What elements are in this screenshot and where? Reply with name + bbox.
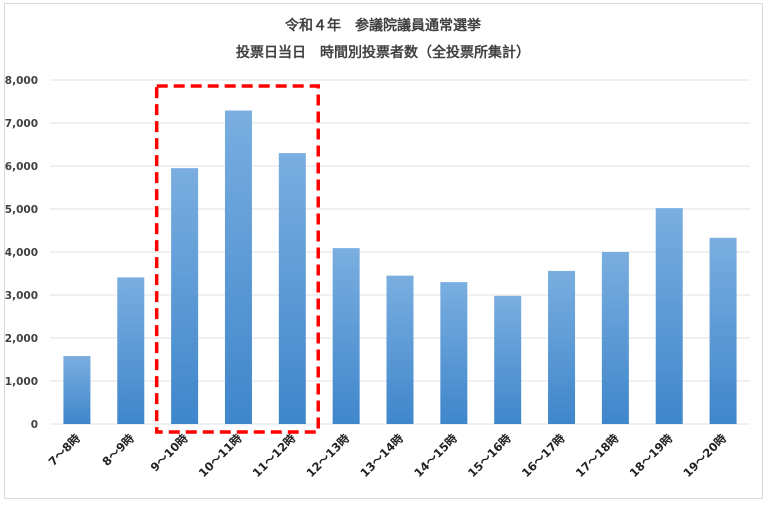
x-axis-labels: 7～8時 8～9時 9～10時 10～11時 11～12時 12～13時 13～14時 14～… — [46, 431, 730, 480]
y-tick-label: 5,000 — [5, 204, 38, 216]
bar — [548, 270, 576, 424]
bar — [224, 110, 252, 424]
x-tick-label: 10～11時 — [196, 431, 245, 480]
y-tick-label: 4,000 — [5, 247, 38, 259]
highlight-box — [154, 84, 320, 434]
chart-title: 令和４年 参議院議員通常選挙 — [284, 17, 482, 34]
x-tick-label: 17～18時 — [573, 431, 622, 480]
x-tick-label: 16～17時 — [519, 431, 568, 480]
bar — [601, 252, 629, 424]
x-tick-label: 19～20時 — [680, 431, 729, 480]
bar — [709, 237, 737, 424]
bar — [117, 277, 145, 424]
bar — [332, 248, 360, 424]
y-tick-label: 3,000 — [5, 290, 38, 302]
y-tick-label: 8,000 — [5, 75, 38, 87]
bar — [494, 295, 522, 424]
y-axis-ticks: 0 1,000 2,000 3,000 4,000 5,000 6,000 7,000 8,00… — [5, 75, 38, 431]
x-tick-label: 15～16時 — [465, 431, 514, 480]
bars — [63, 110, 737, 424]
x-tick-label: 13～14時 — [357, 431, 406, 480]
gridlines — [50, 79, 750, 425]
y-tick-label: 2,000 — [5, 333, 38, 345]
x-tick-label: 7～8時 — [46, 431, 84, 469]
x-tick-label: 14～15時 — [411, 431, 460, 480]
y-tick-label: 0 — [31, 419, 38, 431]
y-tick-label: 6,000 — [5, 161, 38, 173]
x-tick-label: 8～9時 — [99, 431, 137, 469]
chart-subtitle: 投票日当日 時間別投票者数（全投票所集計） — [236, 44, 530, 61]
bar — [63, 356, 91, 424]
bar — [440, 282, 468, 424]
bar — [655, 208, 683, 424]
x-tick-label: 12～13時 — [303, 431, 352, 480]
bar — [386, 275, 414, 424]
y-tick-label: 1,000 — [5, 376, 38, 388]
x-tick-label: 9～10時 — [148, 431, 191, 474]
highlight-box-group — [154, 84, 320, 434]
x-tick-label: 18～19時 — [627, 431, 676, 480]
bar — [278, 153, 306, 424]
x-tick-label: 11～12時 — [250, 431, 299, 480]
y-tick-label: 7,000 — [5, 118, 38, 130]
bar — [171, 168, 199, 424]
